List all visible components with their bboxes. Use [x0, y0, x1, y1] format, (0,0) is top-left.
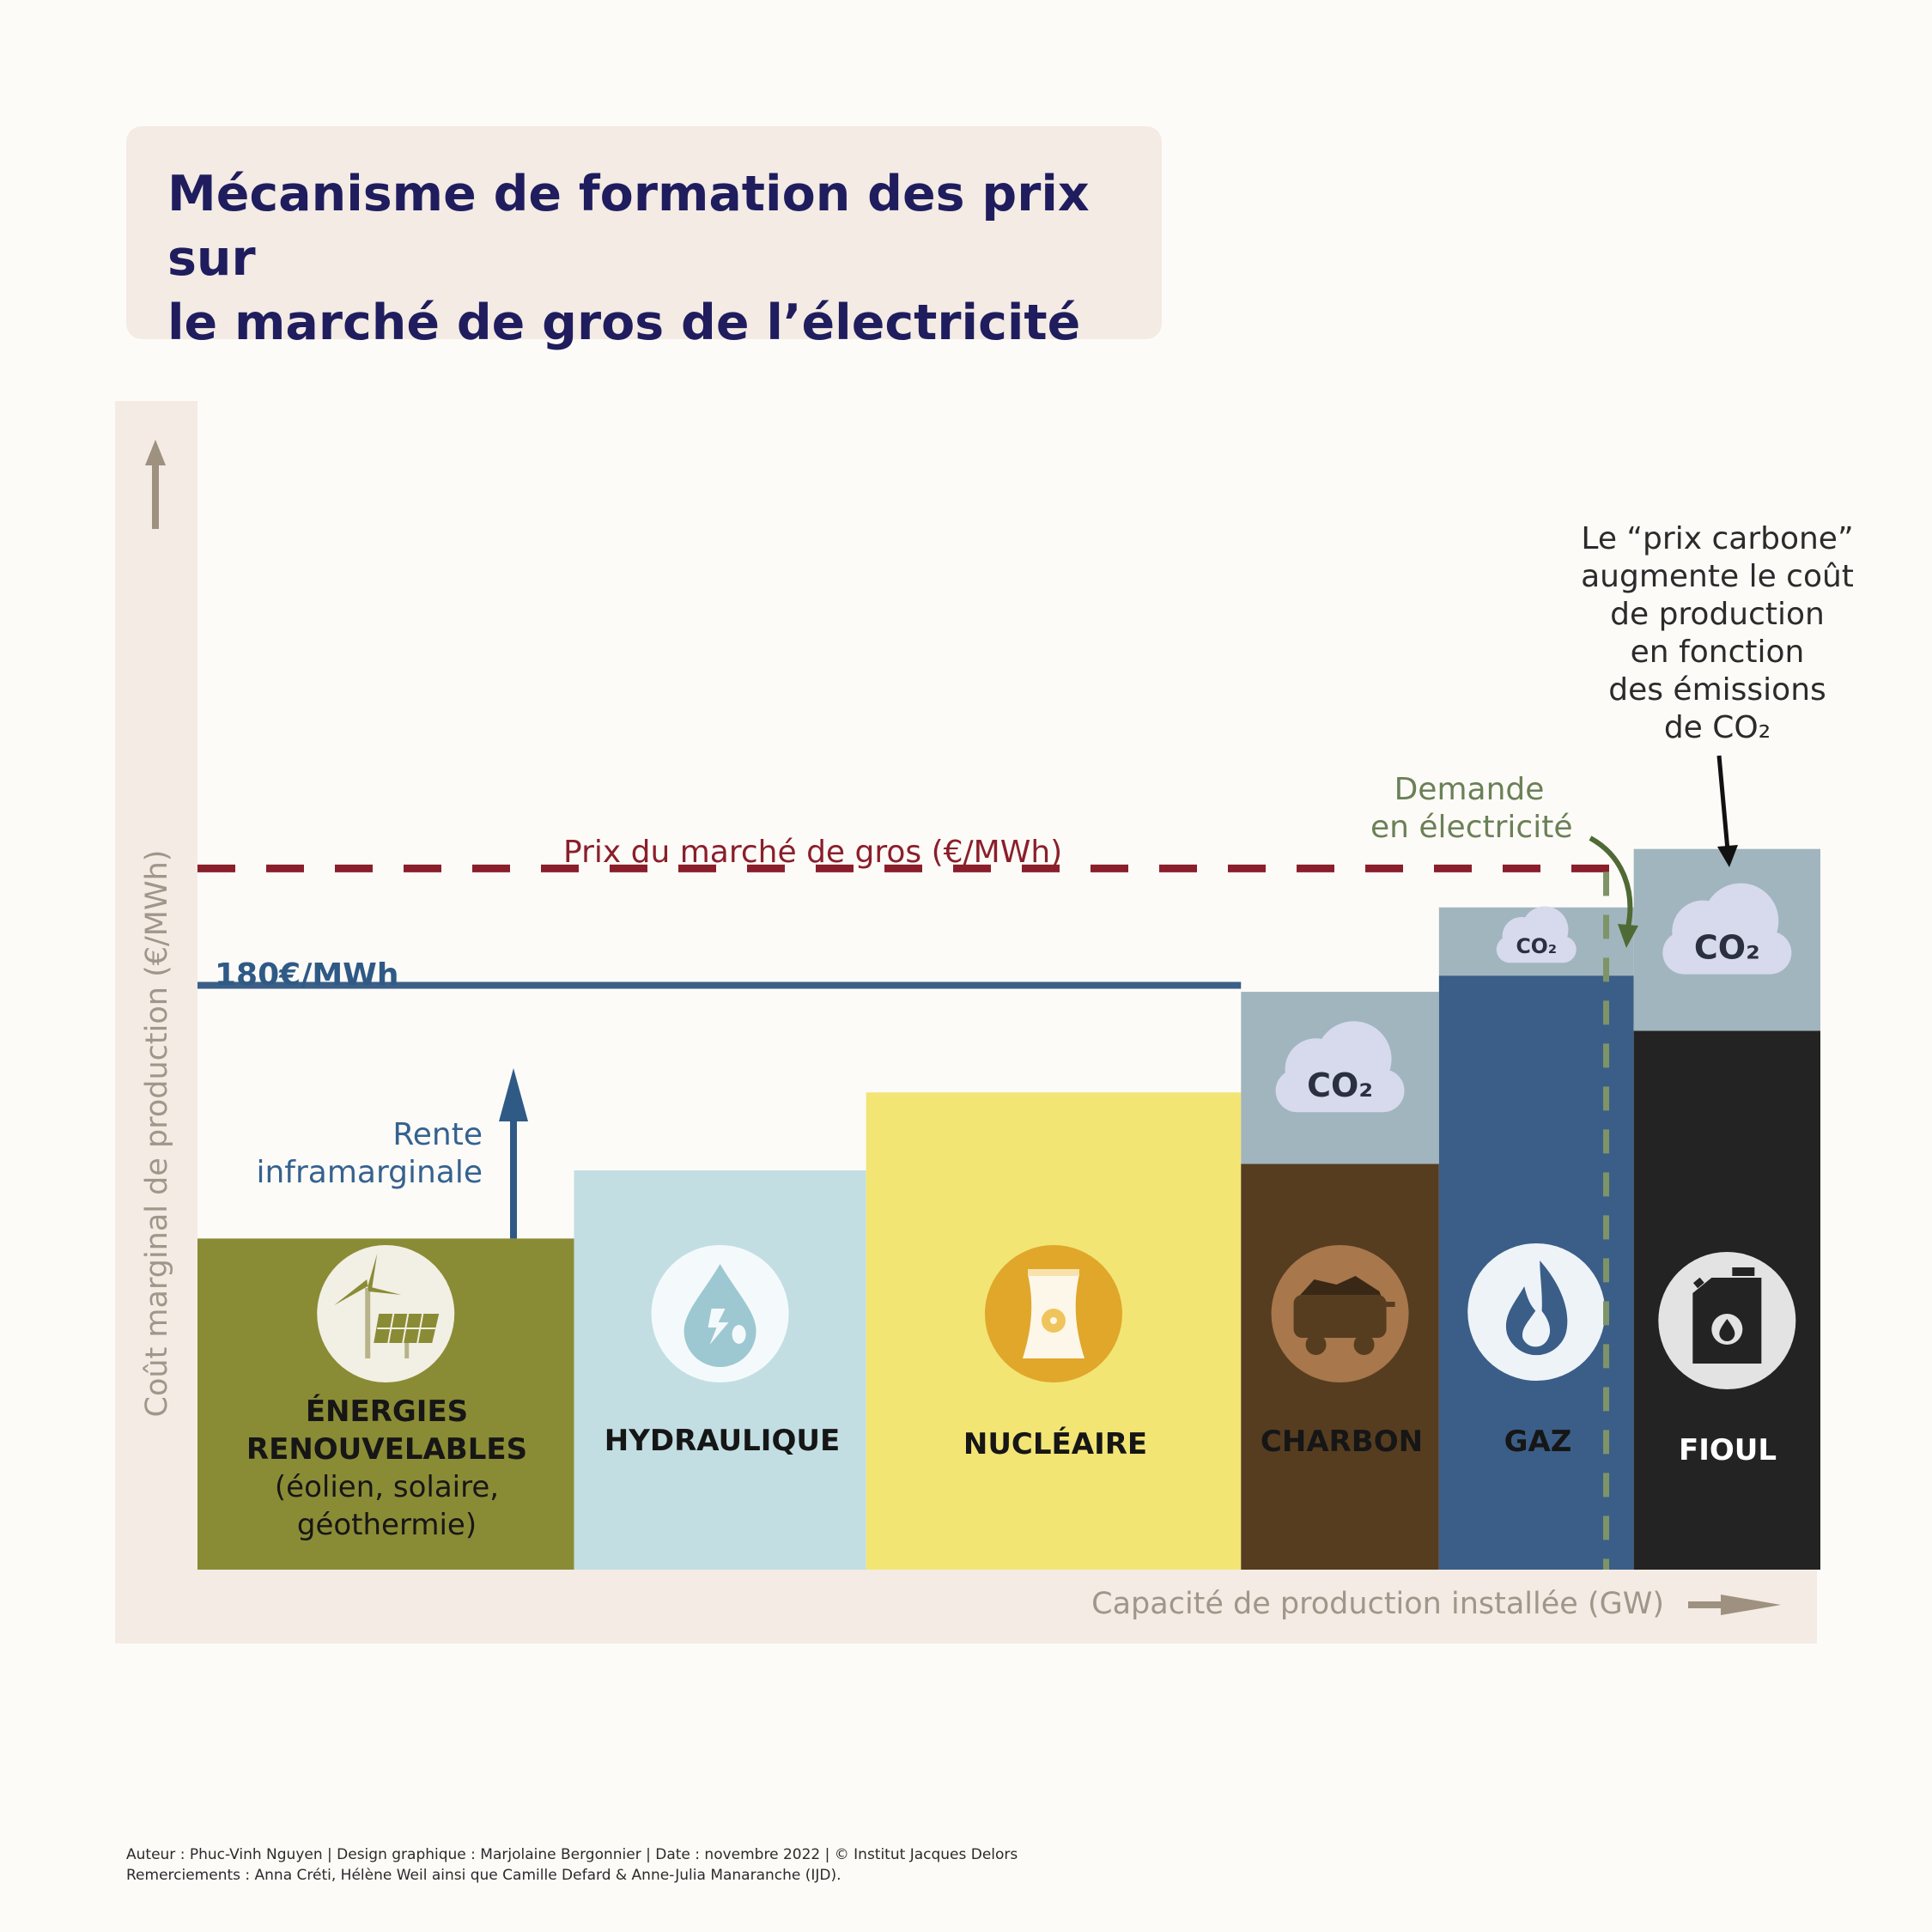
- carbon-note-line-5: des émissions: [1608, 672, 1826, 708]
- co2-label: CO₂: [1307, 1066, 1373, 1104]
- rente-arrow-shaft: [510, 1116, 517, 1239]
- footer-thanks: Remerciements : Anna Créti, Hélène Weil …: [126, 1867, 841, 1884]
- y-axis-arrow-icon: [145, 440, 166, 529]
- category-label-hydraulique: HYDRAULIQUE: [604, 1424, 841, 1458]
- oil-can-icon: [1658, 1252, 1796, 1389]
- rente-arrow-icon: [499, 1068, 528, 1121]
- carbon-note-arrowhead-icon: [1717, 845, 1738, 867]
- category-label-charbon: CHARBON: [1260, 1425, 1424, 1459]
- x-axis-arrow-icon: [1688, 1595, 1781, 1615]
- demand-arrowhead-icon: [1618, 924, 1638, 948]
- icons-layer: CO₂ CO₂ CO₂: [317, 883, 1796, 1389]
- co2-label: CO₂: [1516, 934, 1557, 958]
- category-label-nucleaire: NUCLÉAIRE: [963, 1427, 1148, 1461]
- coal-cart-icon: [1271, 1245, 1409, 1382]
- carbon-note-line-6: de CO₂: [1663, 710, 1771, 745]
- demand-label: Demande en électricité: [1370, 771, 1573, 847]
- x-axis-band: [115, 1570, 1817, 1643]
- category-label-fioul: FIOUL: [1678, 1433, 1777, 1467]
- carbon-note-line-1: Le “prix carbone”: [1581, 521, 1854, 556]
- rente-label-line-1: Rente: [392, 1117, 483, 1152]
- reference-line-label: 180€/MWh: [215, 957, 399, 993]
- category-label-renouvelables: ÉNERGIES RENOUVELABLES (éolien, solaire,…: [197, 1393, 576, 1544]
- x-axis-label: Capacité de production installée (GW): [1091, 1587, 1664, 1621]
- footer: Auteur : Phuc-Vinh Nguyen | Design graph…: [126, 1844, 1018, 1886]
- co2-cloud-icon: CO₂: [1496, 906, 1577, 963]
- y-axis-label: Coût marginal de production (€/MWh): [140, 849, 174, 1418]
- chart-title: Mécanisme de formation des prix sur le m…: [167, 162, 1162, 355]
- water-drop-icon: [651, 1245, 789, 1382]
- bars-layer: [197, 848, 1820, 1570]
- market-price-label: Prix du marché de gros (€/MWh): [563, 835, 1063, 870]
- category-label-gaz: GAZ: [1504, 1425, 1572, 1459]
- carbon-price-note: Le “prix carbone” augmente le coût de pr…: [1571, 520, 1863, 747]
- category-detail-renouvelables-line-1: (éolien, solaire,: [274, 1470, 500, 1504]
- carbon-note-arrow: [1716, 755, 1730, 851]
- category-detail-renouvelables-line-2: géothermie): [296, 1508, 477, 1542]
- co2-cloud-icon: CO₂: [1275, 1021, 1405, 1113]
- footer-credits: Auteur : Phuc-Vinh Nguyen | Design graph…: [126, 1846, 1018, 1863]
- wind-solar-icon: [317, 1245, 455, 1382]
- carbon-note-line-3: de production: [1610, 597, 1825, 632]
- rente-label-line-2: inframarginale: [256, 1155, 483, 1190]
- demand-label-line-2: en électricité: [1370, 810, 1573, 845]
- co2-cloud-icon: CO₂: [1662, 883, 1792, 975]
- chart-title-line-2: le marché de gros de l’électricité: [167, 295, 1081, 351]
- demand-arrow-icon: [1589, 835, 1633, 928]
- gas-flame-icon: [1467, 1243, 1606, 1381]
- category-label-renouvelables-line-1: ÉNERGIES: [305, 1394, 469, 1429]
- carbon-note-line-4: en fonction: [1630, 635, 1805, 670]
- lines-layer: [197, 755, 1738, 1570]
- y-axis-band: [115, 401, 197, 1643]
- demand-label-line-1: Demande: [1394, 772, 1545, 807]
- title-box: Mécanisme de formation des prix sur le m…: [126, 126, 1162, 351]
- co2-label: CO₂: [1694, 929, 1760, 967]
- nuclear-plant-icon: [984, 1245, 1122, 1382]
- category-label-renouvelables-line-2: RENOUVELABLES: [246, 1432, 528, 1467]
- chart-title-line-1: Mécanisme de formation des prix sur: [167, 166, 1090, 287]
- rente-inframarginale-label: Rente inframarginale: [256, 1116, 483, 1192]
- carbon-note-line-2: augmente le coût: [1581, 559, 1854, 594]
